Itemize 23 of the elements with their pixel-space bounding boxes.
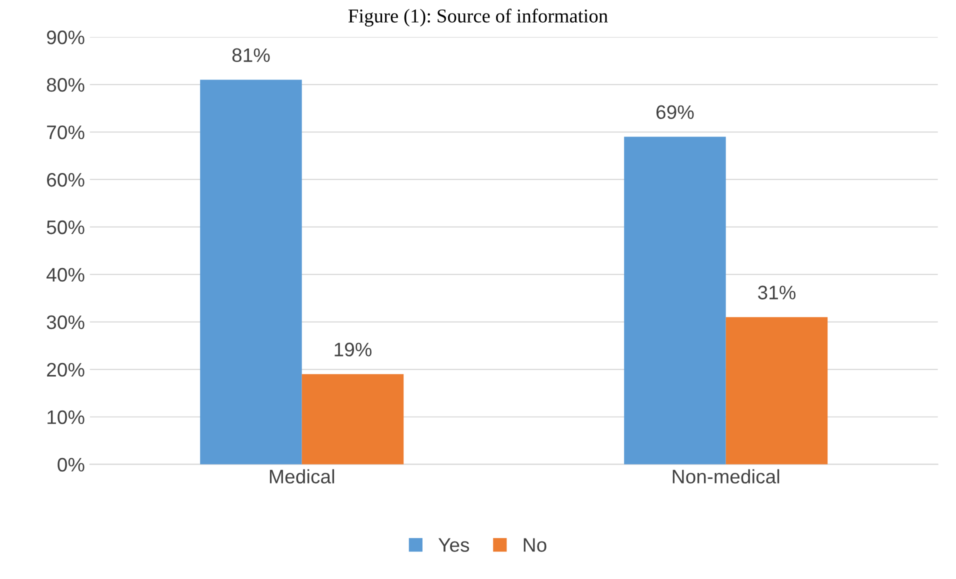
y-tick-label: 30%	[46, 315, 84, 330]
bar	[624, 136, 726, 464]
y-tick-label: 40%	[46, 268, 84, 282]
y-tick-label: 10%	[48, 410, 84, 424]
data-label: 19%	[334, 342, 372, 356]
bar	[302, 374, 404, 464]
bar	[200, 80, 302, 464]
x-tick-label: Non-medical	[672, 469, 780, 484]
y-tick-label: 90%	[47, 30, 84, 44]
chart-title: Figure (1): Source of information	[348, 8, 608, 27]
y-tick-label: 0%	[58, 458, 84, 472]
y-tick-label: 70%	[47, 125, 84, 140]
legend-label: Yes	[438, 538, 470, 552]
legend-label: No	[524, 538, 546, 552]
y-tick-label: 80%	[46, 78, 84, 92]
y-tick-label: 60%	[47, 172, 84, 187]
data-label: 81%	[232, 48, 270, 62]
data-label: 69%	[656, 105, 694, 120]
data-label: 31%	[758, 286, 796, 300]
bar	[726, 317, 828, 464]
x-tick-label: Medical	[270, 469, 334, 484]
y-tick-label: 50%	[46, 220, 84, 234]
y-tick-label: 20%	[47, 362, 84, 377]
